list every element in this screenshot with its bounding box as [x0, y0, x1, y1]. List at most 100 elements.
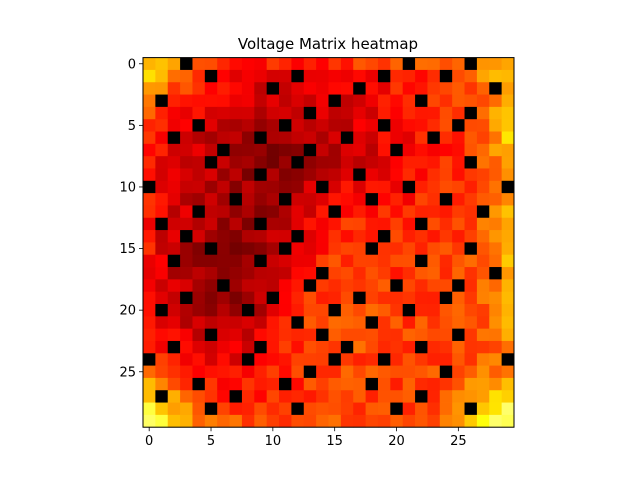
heatmap-cell — [192, 242, 206, 256]
heatmap-cell — [204, 168, 218, 182]
heatmap-cell — [365, 390, 379, 403]
heatmap-cell — [489, 230, 503, 243]
heatmap-cell — [476, 402, 490, 416]
heatmap-cell — [452, 340, 465, 354]
heatmap-cell — [476, 180, 490, 194]
heatmap-cell — [291, 414, 305, 428]
heatmap-cell — [217, 69, 230, 83]
heatmap-cell — [489, 340, 503, 354]
heatmap-cell — [217, 402, 230, 416]
heatmap-cell — [229, 304, 243, 317]
heatmap-cell — [291, 353, 305, 366]
heatmap-cell — [241, 94, 255, 108]
heatmap-cell — [390, 180, 404, 194]
heatmap-cell — [402, 82, 416, 95]
heatmap-cell — [489, 205, 503, 219]
chart-title: Voltage Matrix heatmap — [238, 35, 418, 53]
heatmap-cell — [241, 353, 255, 366]
heatmap-cell — [476, 193, 490, 206]
heatmap-cell — [439, 168, 453, 182]
heatmap-cell — [143, 180, 156, 194]
heatmap-cell — [217, 180, 230, 194]
heatmap-cell — [155, 131, 169, 145]
heatmap-cell — [353, 180, 366, 194]
heatmap-cell — [402, 180, 416, 194]
heatmap-cell — [155, 106, 169, 120]
heatmap-cell — [204, 156, 218, 169]
heatmap-cell — [266, 205, 280, 219]
heatmap-cell — [217, 106, 230, 120]
heatmap-cell — [291, 242, 305, 256]
heatmap-cell — [365, 353, 379, 366]
heatmap-cell — [204, 230, 218, 243]
heatmap-cell — [180, 267, 193, 280]
heatmap-cell — [415, 340, 428, 354]
heatmap-cell — [316, 193, 329, 206]
heatmap-cell — [427, 316, 441, 330]
heatmap-cell — [167, 57, 181, 71]
heatmap-cell — [266, 69, 280, 83]
heatmap-cell — [476, 131, 490, 145]
heatmap-cell — [415, 414, 428, 428]
heatmap-cell — [279, 82, 292, 95]
heatmap-cell — [439, 402, 453, 416]
heatmap-cell — [489, 304, 503, 317]
heatmap-cell — [390, 353, 404, 366]
heatmap-cell — [328, 279, 342, 293]
heatmap-cell — [204, 242, 218, 256]
heatmap-cell — [353, 304, 366, 317]
heatmap-cell — [143, 94, 156, 108]
heatmap-cell — [489, 69, 503, 83]
heatmap-cell — [402, 291, 416, 305]
heatmap-cell — [266, 279, 280, 293]
heatmap-cell — [143, 119, 156, 132]
heatmap-cell — [415, 267, 428, 280]
heatmap-cell — [340, 267, 354, 280]
heatmap-cell — [204, 180, 218, 194]
heatmap-cell — [390, 365, 404, 379]
y-axis: 0 5 10 15 20 25 — [119, 57, 143, 380]
heatmap-cell — [452, 131, 465, 145]
heatmap-cell — [204, 291, 218, 305]
heatmap-cell — [167, 193, 181, 206]
heatmap-cell — [303, 168, 317, 182]
heatmap-cell — [241, 254, 255, 268]
heatmap-cell — [316, 119, 329, 132]
heatmap-cell — [390, 267, 404, 280]
heatmap-cell — [464, 353, 478, 366]
heatmap-cell — [303, 267, 317, 280]
heatmap-cell — [390, 131, 404, 145]
heatmap-cell — [489, 217, 503, 231]
heatmap-cell — [340, 365, 354, 379]
heatmap-cell — [241, 242, 255, 256]
heatmap-cell — [340, 106, 354, 120]
heatmap-cell — [501, 82, 515, 95]
heatmap-cell — [167, 254, 181, 268]
heatmap-cell — [229, 316, 243, 330]
heatmap-cell — [167, 340, 181, 354]
heatmap-cell — [415, 180, 428, 194]
heatmap-cell — [489, 168, 503, 182]
heatmap-cell — [229, 414, 243, 428]
heatmap-cell — [155, 57, 169, 71]
heatmap-cell — [340, 353, 354, 366]
heatmap-cell — [501, 156, 515, 169]
heatmap-cell — [353, 156, 366, 169]
heatmap-cell — [143, 205, 156, 219]
heatmap-cell — [266, 143, 280, 157]
heatmap-cell — [303, 57, 317, 71]
heatmap-cell — [204, 353, 218, 366]
heatmap-cell — [439, 57, 453, 71]
heatmap-cell — [180, 106, 193, 120]
heatmap-cell — [439, 156, 453, 169]
heatmap-cell — [155, 242, 169, 256]
heatmap-cell — [291, 328, 305, 342]
heatmap-cell — [377, 119, 391, 132]
heatmap-cell — [464, 328, 478, 342]
x-tick-label: 20 — [388, 434, 405, 449]
heatmap-cell — [192, 205, 206, 219]
heatmap-cell — [143, 217, 156, 231]
heatmap-cell — [279, 291, 292, 305]
heatmap-cell — [279, 156, 292, 169]
heatmap-cell — [353, 69, 366, 83]
